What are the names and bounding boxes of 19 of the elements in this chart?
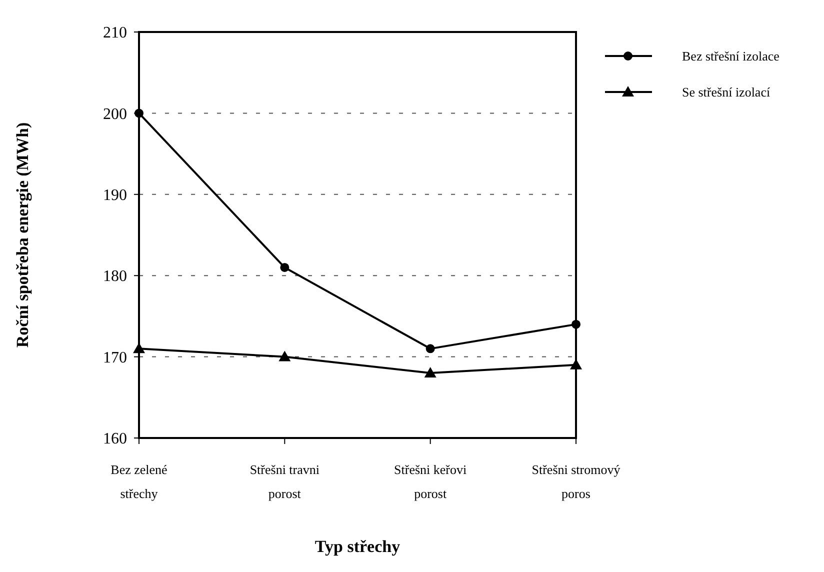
y-tick-label: 190: [103, 187, 127, 204]
y-tick-label: 170: [103, 349, 127, 366]
legend-label: Bez střešní izolace: [682, 48, 780, 64]
y-axis-title: Roční spotřeba energie (MWh): [13, 122, 32, 348]
x-tick-label: Střešni travni porost: [250, 462, 320, 501]
x-axis-title: Typ střechy: [314, 537, 401, 556]
y-tick-label: 200: [103, 106, 127, 123]
point: [424, 367, 436, 378]
legend-label: Se střešní izolací: [682, 84, 770, 100]
point: [572, 320, 580, 329]
y-tick-label: 180: [103, 268, 127, 286]
x-tick-label: Střešni keřovi porost: [394, 462, 468, 501]
y-tick-label: 160: [103, 430, 127, 448]
x-tick-label: Bez zelené střechy: [110, 462, 168, 501]
x-tick-label: Střešni stromový poros: [532, 462, 621, 501]
y-tick-label: 210: [103, 24, 127, 42]
point: [426, 344, 435, 354]
point: [280, 262, 290, 272]
point: [278, 350, 291, 362]
